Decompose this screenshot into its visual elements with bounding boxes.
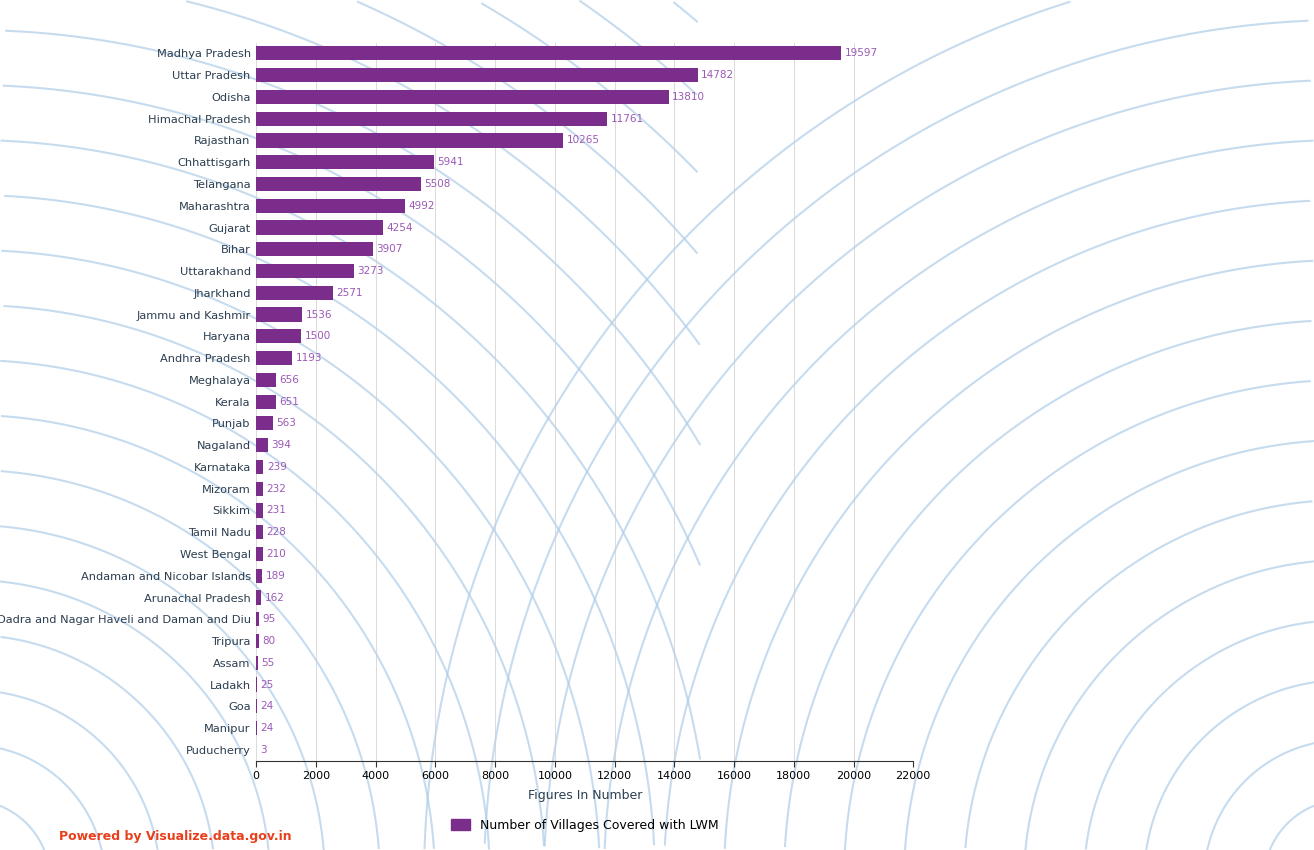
Text: 3907: 3907 <box>377 244 403 254</box>
Bar <box>256 655 258 670</box>
Bar <box>256 373 276 387</box>
Bar <box>256 242 373 257</box>
Text: 1193: 1193 <box>296 353 322 363</box>
Bar <box>256 591 261 604</box>
Text: 231: 231 <box>267 506 286 515</box>
Text: 55: 55 <box>261 658 275 668</box>
Text: 656: 656 <box>280 375 300 385</box>
Bar <box>256 547 263 561</box>
Bar <box>256 329 301 343</box>
Bar <box>256 220 384 235</box>
Bar <box>256 351 292 365</box>
Text: 394: 394 <box>272 440 292 450</box>
Bar <box>256 482 263 496</box>
Text: 210: 210 <box>265 549 286 559</box>
Text: 11761: 11761 <box>611 114 644 124</box>
Bar <box>256 199 405 212</box>
Bar <box>256 634 259 648</box>
Text: 95: 95 <box>263 615 276 624</box>
Text: 24: 24 <box>260 723 273 733</box>
Text: 25: 25 <box>260 679 273 689</box>
Bar <box>256 438 268 452</box>
Text: Powered by Visualize.data.gov.in: Powered by Visualize.data.gov.in <box>59 830 292 843</box>
Text: 189: 189 <box>265 570 285 581</box>
Bar <box>256 612 259 626</box>
Text: 228: 228 <box>267 527 286 537</box>
Text: 232: 232 <box>267 484 286 494</box>
Text: 1500: 1500 <box>305 332 331 342</box>
Text: 563: 563 <box>277 418 297 428</box>
Bar <box>256 46 841 60</box>
Text: 4992: 4992 <box>409 201 435 211</box>
Text: 5508: 5508 <box>424 179 451 189</box>
Text: 13810: 13810 <box>673 92 706 102</box>
Bar <box>256 394 276 409</box>
Bar <box>256 90 669 104</box>
Text: 19597: 19597 <box>845 48 878 59</box>
Text: 14782: 14782 <box>702 71 735 80</box>
Text: 2571: 2571 <box>336 288 363 298</box>
Bar <box>256 264 353 278</box>
Text: 4254: 4254 <box>386 223 414 233</box>
Text: 239: 239 <box>267 462 286 472</box>
Text: 162: 162 <box>264 592 285 603</box>
Bar <box>256 525 263 539</box>
Text: 10265: 10265 <box>566 135 599 145</box>
Bar <box>256 111 607 126</box>
Legend: Number of Villages Covered with LWM: Number of Villages Covered with LWM <box>445 813 724 836</box>
Text: 1536: 1536 <box>306 309 332 320</box>
Bar <box>256 286 332 300</box>
Bar <box>256 68 698 82</box>
Text: 80: 80 <box>263 636 276 646</box>
Text: 3: 3 <box>260 745 267 755</box>
Bar <box>256 416 273 430</box>
Bar <box>256 503 263 518</box>
Text: 24: 24 <box>260 701 273 711</box>
X-axis label: Figures In Number: Figures In Number <box>527 790 643 802</box>
Text: 5941: 5941 <box>438 157 464 167</box>
Bar <box>256 156 434 169</box>
Bar <box>256 569 261 583</box>
Bar <box>256 460 263 474</box>
Bar <box>256 177 420 191</box>
Bar <box>256 133 562 148</box>
Text: 3273: 3273 <box>357 266 384 276</box>
Ellipse shape <box>551 160 1314 780</box>
Text: 651: 651 <box>280 397 300 406</box>
Bar <box>256 308 302 321</box>
